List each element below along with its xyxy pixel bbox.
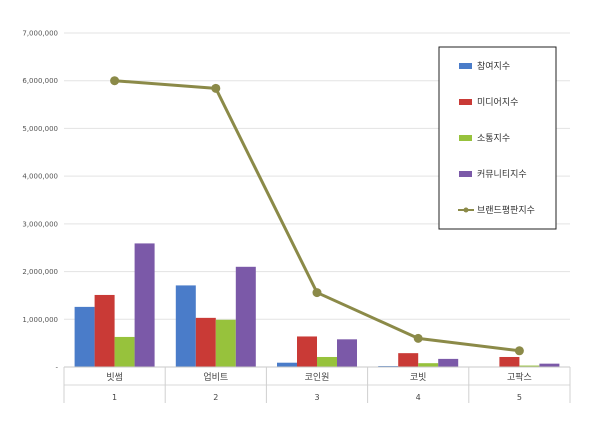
x-rank-label: 1 bbox=[112, 393, 117, 402]
bar bbox=[175, 285, 196, 367]
x-rank-label: 5 bbox=[517, 393, 522, 402]
bars bbox=[74, 243, 560, 367]
bar bbox=[317, 356, 337, 367]
x-axis: 빗썸 1 업비트 2 코인원 3 코빗 4 고팍스 5 bbox=[63, 366, 571, 403]
legend-swatch bbox=[459, 99, 472, 105]
legend-label: 브랜드평판지수 bbox=[477, 205, 535, 216]
bar bbox=[398, 353, 419, 367]
line-series bbox=[110, 76, 524, 356]
x-category-label: 업비트 bbox=[203, 372, 228, 383]
legend-swatch bbox=[459, 63, 472, 69]
y-tick-label: 7,000,000 bbox=[22, 30, 58, 38]
line-point bbox=[211, 83, 221, 93]
legend-box bbox=[438, 46, 557, 230]
bar bbox=[235, 266, 256, 367]
line-point bbox=[110, 76, 120, 86]
line-point bbox=[514, 346, 524, 356]
bar bbox=[297, 336, 317, 367]
x-rank-label: 4 bbox=[416, 393, 421, 402]
y-axis: - 1,000,000 2,000,000 3,000,000 4,000,000 5,0… bbox=[22, 30, 58, 372]
bar bbox=[94, 294, 115, 367]
y-tick-label: 2,000,000 bbox=[22, 268, 58, 276]
x-rank-label: 3 bbox=[314, 393, 319, 402]
legend-label: 미디어지수 bbox=[477, 97, 518, 108]
x-category-label: 빗썸 bbox=[106, 372, 123, 383]
legend-label: 커뮤니티지수 bbox=[477, 169, 527, 180]
bar bbox=[215, 319, 236, 367]
x-category-label: 코인원 bbox=[305, 372, 330, 383]
bar bbox=[134, 243, 155, 367]
bar bbox=[337, 339, 357, 367]
bar bbox=[539, 363, 560, 367]
bar bbox=[499, 356, 520, 367]
y-tick-label: 3,000,000 bbox=[22, 220, 58, 228]
bar bbox=[438, 358, 459, 367]
y-tick-label: - bbox=[55, 364, 58, 372]
y-tick-label: 5,000,000 bbox=[22, 125, 58, 133]
legend-label: 소통지수 bbox=[477, 133, 510, 144]
bar bbox=[519, 365, 540, 367]
bar bbox=[277, 362, 297, 367]
y-tick-label: 6,000,000 bbox=[22, 77, 58, 85]
x-category-label: 코빗 bbox=[410, 372, 427, 383]
legend-swatch bbox=[459, 171, 472, 177]
bar bbox=[114, 336, 135, 367]
bar bbox=[418, 363, 439, 367]
line-point bbox=[413, 333, 423, 343]
bar bbox=[74, 306, 95, 367]
y-tick-label: 4,000,000 bbox=[22, 173, 58, 181]
y-tick-label: 1,000,000 bbox=[22, 316, 58, 324]
legend-label: 참여지수 bbox=[477, 60, 510, 72]
legend-marker bbox=[463, 207, 469, 213]
legend-swatch bbox=[459, 135, 472, 141]
line-point bbox=[312, 288, 322, 298]
x-rank-label: 2 bbox=[213, 393, 218, 402]
x-category-label: 고팍스 bbox=[507, 372, 532, 383]
bar bbox=[195, 317, 216, 367]
